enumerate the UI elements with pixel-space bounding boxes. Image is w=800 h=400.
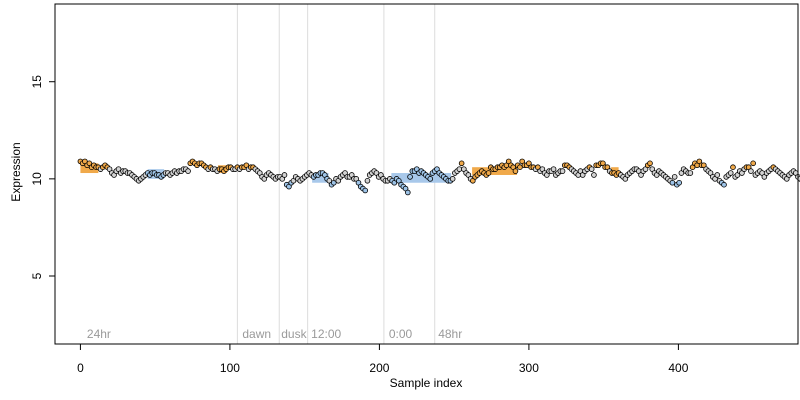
data-point-0-287: [721, 181, 727, 188]
region-label-5: 48hr: [438, 327, 462, 341]
data-point-0-272: [687, 170, 694, 176]
x-tick-label-1: 100: [220, 361, 240, 375]
data-point-0-264: [669, 179, 676, 186]
x-tick-label-3: 300: [519, 361, 539, 375]
data-point-0-182: [485, 170, 492, 176]
data-point-0-254: [647, 160, 653, 167]
data-point-0-48: [185, 168, 191, 174]
x-axis-title: Sample index: [390, 376, 463, 390]
data-point-0-299: [748, 168, 754, 174]
data-point-0-194: [512, 168, 519, 174]
region-label-1: dawn: [242, 327, 271, 341]
data-point-0-91: [281, 172, 288, 178]
x-tick-label-4: 400: [668, 361, 688, 375]
data-point-0-147: [407, 174, 413, 180]
x-tick-label-2: 200: [369, 361, 389, 375]
y-tick-label-1: 10: [30, 172, 44, 186]
data-point-0-228: [588, 166, 595, 172]
data-point-0-267: [676, 179, 682, 186]
data-point-0-284: [714, 172, 721, 178]
data-point-0-291: [730, 164, 736, 171]
data-point-0-229: [591, 172, 597, 178]
data-point-0-196: [517, 164, 523, 171]
y-axis: 5 10 15: [30, 75, 56, 279]
data-point-0-265: [671, 174, 678, 180]
data-point-0-300: [750, 160, 756, 167]
y-tick-label-2: 15: [30, 75, 44, 89]
points-layer: [77, 158, 800, 196]
region-label-0: 24hr: [87, 327, 111, 341]
data-point-0-215: [559, 168, 566, 174]
data-point-0-166: [449, 176, 456, 182]
x-tick-label-0: 0: [77, 361, 84, 375]
data-point-0-211: [550, 166, 557, 172]
y-axis-title: Expression: [9, 142, 23, 201]
y-tick-label-0: 5: [30, 272, 44, 279]
bar-4: [391, 173, 452, 183]
data-point-0-127: [362, 187, 369, 194]
region-label-3: 12:00: [311, 327, 341, 341]
region-labels-layer: 24hr dawn dusk 12:00 0:00 48hr: [87, 327, 462, 341]
x-axis: 0 100 200 300 400: [77, 343, 689, 375]
data-point-0-146: [405, 189, 411, 196]
region-label-4: 0:00: [389, 327, 413, 341]
region-label-2: dusk: [281, 327, 307, 341]
data-point-0-290: [727, 170, 734, 176]
data-point-0-156: [427, 176, 434, 182]
bar-3: [312, 173, 329, 183]
data-point-0-128: [364, 178, 371, 184]
data-point-0-170: [458, 160, 465, 167]
